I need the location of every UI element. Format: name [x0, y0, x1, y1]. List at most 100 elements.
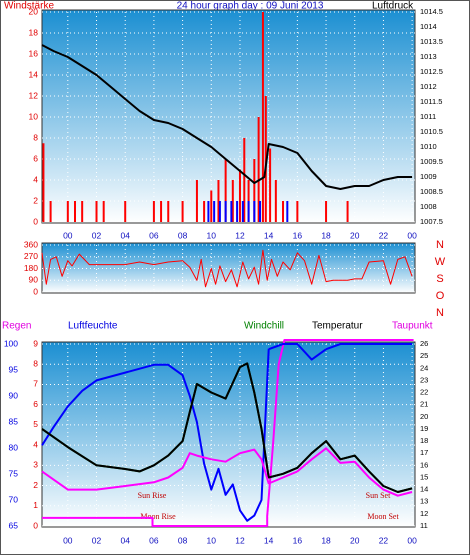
y-tick-label: 7 — [33, 379, 38, 389]
bar — [167, 201, 170, 222]
y-tick-label: 16 — [29, 48, 39, 58]
x-tick-label: 04 — [120, 535, 130, 545]
y2-tick-label: 1011 — [420, 112, 436, 121]
bar — [274, 180, 277, 222]
line — [42, 339, 414, 527]
y2-tick-label: 1008.5 — [420, 187, 443, 196]
direction-label: N — [436, 307, 444, 319]
y3-tick-label: 95 — [9, 364, 19, 374]
bar — [210, 190, 213, 222]
bar — [195, 180, 198, 222]
bar — [325, 201, 328, 222]
chart-title: 24 hour graph day : 09 Juni 2013 — [177, 1, 324, 12]
legend-temperature: Temperatur — [312, 321, 363, 332]
annotation: Moon Set — [367, 512, 399, 521]
x-tick-label: 14 — [264, 230, 274, 240]
y2-tick-label: 19 — [420, 424, 428, 433]
y3-tick-label: 90 — [9, 390, 19, 400]
x-tick-label: 10 — [207, 230, 217, 240]
y2-tick-label: 15 — [420, 472, 428, 481]
y2-tick-label: 11 — [420, 521, 428, 530]
bar — [224, 159, 227, 222]
line — [41, 44, 413, 190]
bar — [236, 201, 239, 222]
bar — [203, 201, 206, 222]
y-tick-label: 12 — [29, 90, 39, 100]
y-tick-label: 8 — [33, 132, 38, 142]
annotation: Moon Rise — [140, 512, 176, 521]
y-tick-label: 5 — [33, 419, 38, 429]
y2-tick-label: 1012.5 — [420, 67, 443, 76]
y2-tick-label: 14 — [420, 485, 428, 494]
y3-tick-label: 65 — [9, 520, 19, 530]
x-tick-label: 18 — [321, 535, 331, 545]
bar — [207, 201, 210, 222]
y2-tick-label: 1009.5 — [420, 157, 443, 166]
y-tick-label: 3 — [33, 460, 38, 470]
bar — [152, 201, 155, 222]
x-tick-label: 00 — [63, 535, 73, 545]
legend-humidity: Luftfeuchte — [68, 321, 118, 332]
bar — [160, 201, 163, 222]
line — [41, 362, 413, 493]
y2-tick-label: 1009 — [420, 172, 437, 181]
legend-windchill: Windchill — [244, 321, 284, 332]
bar — [66, 201, 69, 222]
y2-tick-label: 25 — [420, 351, 428, 360]
x-tick-label: 00 — [63, 230, 73, 240]
x-tick-label: 00 — [407, 535, 417, 545]
y-tick-label: 6 — [33, 153, 38, 163]
bar — [238, 169, 241, 222]
y2-tick-label: 16 — [420, 460, 428, 469]
line — [41, 249, 413, 288]
bar — [217, 180, 220, 222]
y2-tick-label: 13 — [420, 497, 428, 506]
x-tick-label: 10 — [207, 535, 217, 545]
y-tick-label: 9 — [33, 338, 38, 348]
y2-tick-label: 18 — [420, 436, 428, 445]
x-tick-label: 22 — [379, 535, 389, 545]
y2-tick-label: 1008 — [420, 202, 437, 211]
left-axis-title: Windstärke — [4, 1, 54, 12]
y2-tick-label: 12 — [420, 509, 428, 518]
y2-tick-label: 20 — [420, 412, 428, 421]
x-tick-label: 16 — [293, 230, 303, 240]
y2-tick-label: 21 — [420, 400, 428, 409]
right-axis-title: Luftdruck — [372, 1, 414, 12]
y-tick-label: 1 — [33, 500, 38, 510]
x-tick-label: 02 — [92, 535, 102, 545]
y-tick-label: 0 — [33, 286, 38, 296]
bar — [286, 201, 289, 222]
bar — [102, 201, 105, 222]
y2-tick-label: 22 — [420, 388, 428, 397]
y-tick-label: 360 — [24, 239, 38, 249]
y3-tick-label: 85 — [9, 416, 19, 426]
y3-tick-label: 80 — [9, 442, 19, 452]
bar — [261, 12, 264, 222]
bar — [346, 201, 349, 222]
bar — [269, 148, 272, 222]
line — [41, 447, 413, 497]
x-tick-label: 08 — [178, 535, 188, 545]
bar — [247, 201, 250, 222]
y2-tick-label: 1013 — [420, 52, 437, 61]
bar — [224, 201, 227, 222]
y2-tick-label: 1007.5 — [420, 217, 443, 226]
y3-tick-label: 70 — [9, 494, 19, 504]
y2-tick-label: 17 — [420, 448, 428, 457]
y-tick-label: 270 — [24, 251, 38, 261]
annotation: Sun Rise — [138, 491, 167, 500]
direction-label: N — [436, 239, 444, 251]
y3-tick-label: 75 — [9, 468, 19, 478]
y-tick-label: 10 — [29, 111, 39, 121]
y2-tick-label: 1011.5 — [420, 97, 442, 106]
y-tick-label: 2 — [33, 195, 38, 205]
y-tick-label: 180 — [24, 263, 38, 273]
legend-rain: Regen — [2, 321, 31, 332]
bar — [241, 201, 244, 222]
x-tick-label: 00 — [407, 230, 417, 240]
x-tick-label: 04 — [120, 230, 130, 240]
x-tick-label: 16 — [293, 535, 303, 545]
